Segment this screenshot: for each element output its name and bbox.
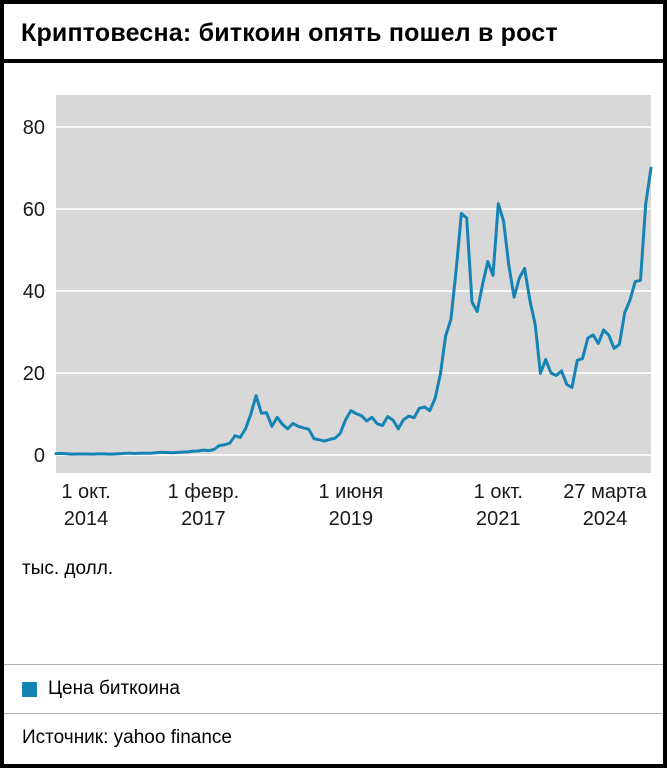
svg-text:1 окт.: 1 окт. xyxy=(61,481,110,503)
svg-text:27 марта: 27 марта xyxy=(563,481,647,503)
source-label: Источник: yahoo finance xyxy=(22,727,232,748)
svg-text:80: 80 xyxy=(23,117,45,139)
bitcoin-price-line-chart: 0 20 40 60 80 1 окт. 2014 1 февр. 2017 1 июня 2019… xyxy=(23,95,653,530)
svg-text:2019: 2019 xyxy=(329,508,374,530)
svg-text:0: 0 xyxy=(34,445,45,467)
svg-text:2014: 2014 xyxy=(64,508,109,530)
svg-text:2024: 2024 xyxy=(583,508,628,530)
legend-top-divider xyxy=(4,664,663,665)
page-title: Криптовесна: биткоин опять пошел в рост xyxy=(21,19,558,47)
svg-text:1 февр.: 1 февр. xyxy=(168,481,240,503)
svg-text:40: 40 xyxy=(23,281,45,303)
chart-area: 0 20 40 60 80 1 окт. 2014 1 февр. 2017 1 июня 2019… xyxy=(4,95,663,540)
svg-text:1 июня: 1 июня xyxy=(319,481,384,503)
svg-text:2021: 2021 xyxy=(476,508,521,530)
svg-text:2017: 2017 xyxy=(181,508,226,530)
svg-text:20: 20 xyxy=(23,363,45,385)
title-divider xyxy=(4,59,663,63)
legend-bottom-divider xyxy=(4,713,663,714)
svg-text:1 окт.: 1 окт. xyxy=(474,481,523,503)
legend-swatch xyxy=(22,681,37,697)
y-axis-units-label: тыс. долл. xyxy=(22,558,114,579)
legend-label: Цена биткоина xyxy=(48,678,180,699)
svg-text:60: 60 xyxy=(23,199,45,221)
legend: Цена биткоина xyxy=(4,665,663,713)
